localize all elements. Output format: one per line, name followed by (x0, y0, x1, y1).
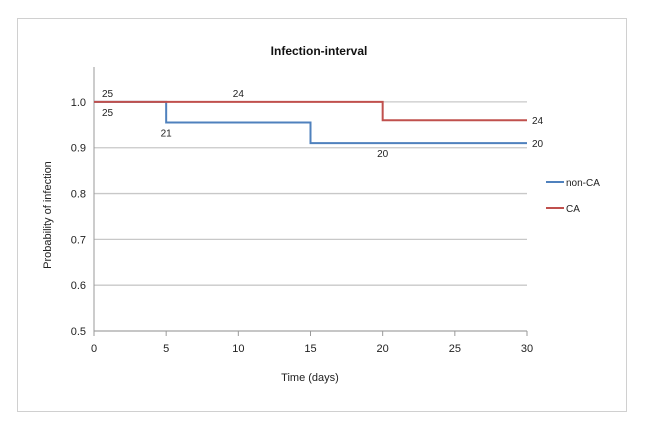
data-label: 24 (532, 116, 544, 127)
data-label: 24 (233, 89, 245, 100)
x-tick-label: 20 (377, 343, 389, 355)
data-label: 25 (102, 108, 114, 119)
x-tick-label: 25 (449, 343, 461, 355)
series-lines (94, 100, 527, 145)
data-label: 20 (377, 149, 389, 160)
chart-title: Infection-interval (271, 44, 368, 58)
x-axis-title: Time (days) (281, 372, 339, 384)
y-tick-label: 0.9 (71, 143, 86, 155)
y-tick-label: 1.0 (71, 97, 86, 109)
y-axis-title: Probability of infection (42, 161, 54, 269)
x-tick-label: 30 (521, 343, 533, 355)
chart-svg: Infection-interval 0.5 0.6 0.7 0.8 0.9 1.0 0 5 1… (42, 44, 600, 384)
y-tick-label: 0.5 (71, 326, 86, 338)
y-tick-label: 0.6 (71, 280, 86, 292)
chart-container: Infection-interval 0.5 0.6 0.7 0.8 0.9 1.0 0 5 1… (17, 18, 627, 412)
legend-label: non-CA (566, 178, 600, 189)
axes: 0.5 0.6 0.7 0.8 0.9 1.0 0 5 10 15 20 25 30 (71, 67, 533, 355)
x-tick-label: 10 (232, 343, 244, 355)
legend-label: CA (566, 204, 580, 215)
y-tick-label: 0.8 (71, 189, 86, 201)
data-label: 20 (532, 139, 544, 150)
data-label: 21 (161, 129, 173, 140)
x-tick-label: 15 (304, 343, 316, 355)
data-label: 25 (102, 89, 114, 100)
legend: non-CA CA (546, 178, 600, 215)
y-tick-label: 0.7 (71, 234, 86, 246)
series-line-non-ca (94, 100, 527, 145)
x-tick-label: 5 (163, 343, 169, 355)
x-tick-label: 0 (91, 343, 97, 355)
data-labels: 25 21 20 20 25 24 24 (102, 89, 544, 160)
series-line-ca (94, 100, 527, 122)
